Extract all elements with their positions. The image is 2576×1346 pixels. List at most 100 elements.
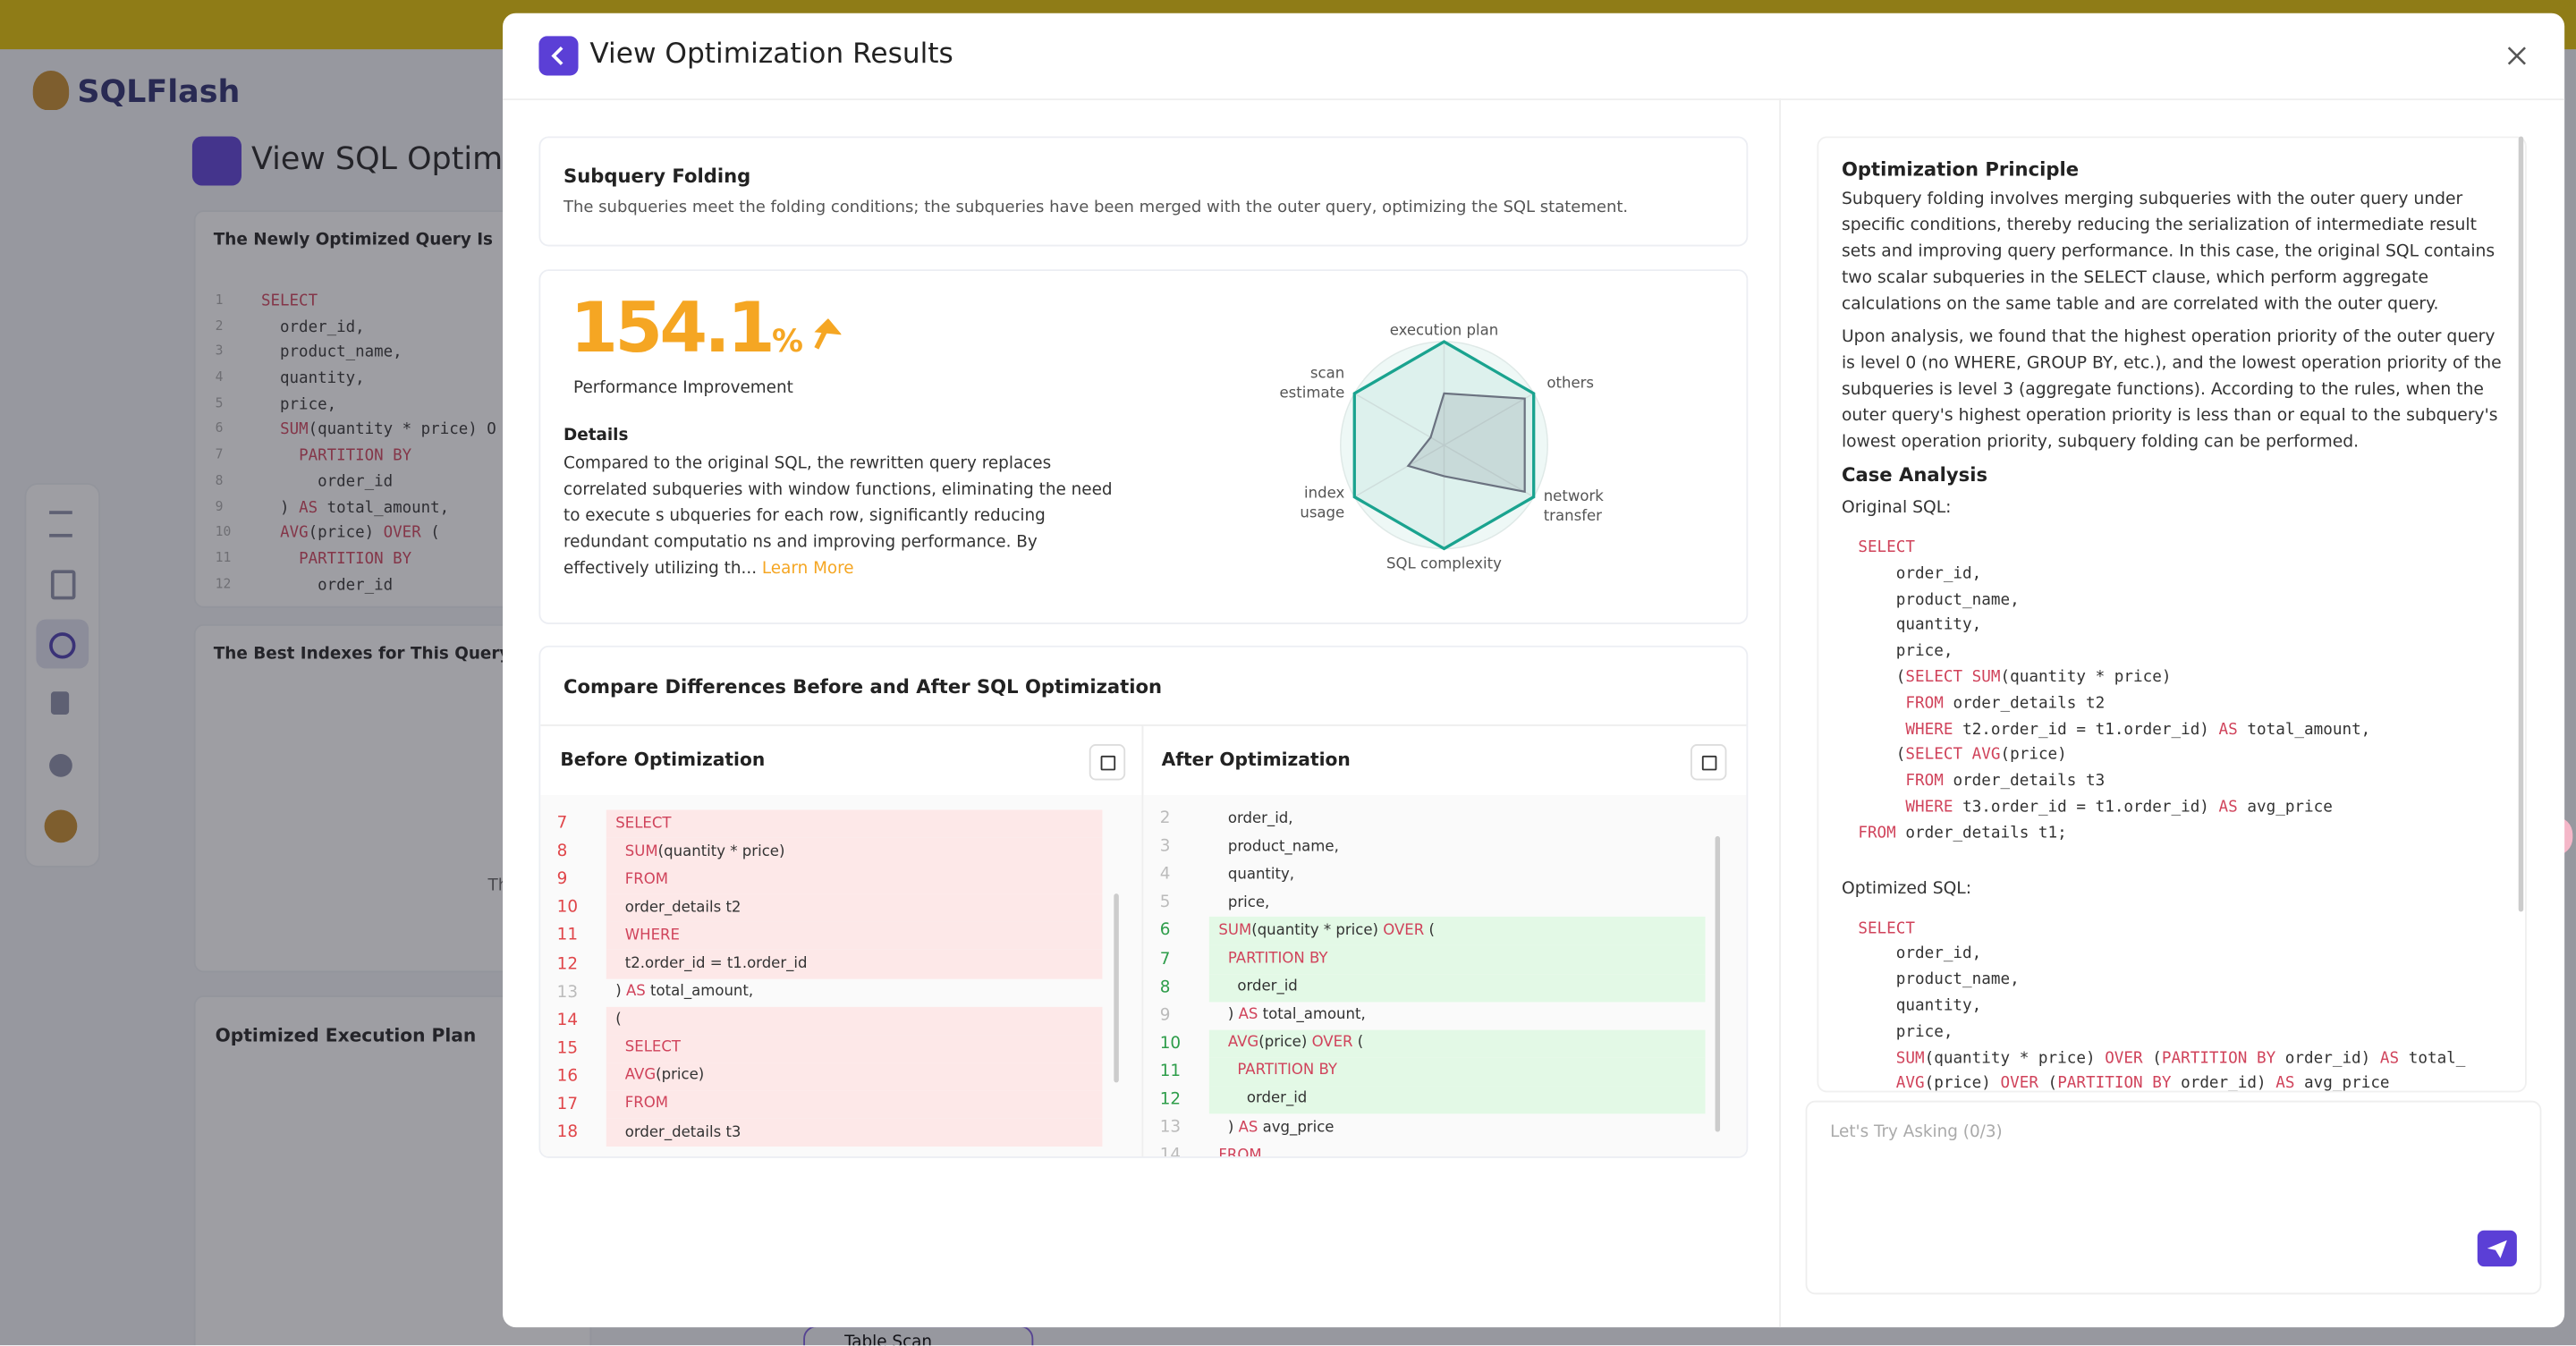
code-text: quantity, [1858,996,1982,1016]
code: SELECT [606,809,1103,838]
code-text: order_id [261,575,394,595]
avatar[interactable] [44,809,78,843]
code: SELECT [261,292,318,318]
label: Optimized SQL: [1841,879,1972,898]
keyword: SELECT [261,292,318,311]
radar-axis [1353,444,1445,498]
sql-line: product_name, [1842,971,2502,997]
code: PARTITION BY [261,447,411,473]
keyword: SELECT [1905,746,1963,765]
code-text: ( [1424,923,1435,940]
line-number: 7 [1159,950,1171,969]
icon[interactable] [50,691,70,715]
code-text: order_id) [2171,1074,2276,1093]
details: Compared to the original SQL, the rewrit… [564,452,1125,583]
code: price, [1209,889,1706,917]
diff-line: 18 order_details t3 [540,1118,1103,1147]
sidebar [24,482,101,868]
case-title: Case Analysis [1841,462,1988,487]
keyword: AS [2379,1048,2400,1068]
rule-title: Subquery Folding [563,164,751,188]
code-line: 8 order_id [216,473,496,499]
line-number: 7 [556,815,568,834]
sql-line: WHERE t2.order_id = t1.order_id) AS tota… [1842,721,2502,747]
code-text: (price) [2000,746,2067,765]
code-text [1209,1036,1228,1052]
sql-line: (SELECT AVG(price) [1842,747,2502,773]
copy-button[interactable] [1690,744,1727,781]
code-text [606,1096,625,1113]
keyword: FROM [624,871,669,889]
ask-box[interactable]: Let's Try Asking (0/3) [1805,1100,2542,1295]
code-line: 9 ) AS total_amount, [216,498,496,524]
learn-more[interactable]: Learn More [761,560,854,579]
line-number: 10 [215,524,232,539]
send-icon [2487,1240,2507,1258]
principle-card: Optimization Principle Subquery folding … [1817,136,2527,1093]
icon[interactable] [49,632,76,659]
code: product_name, [261,344,402,370]
code-text: price, [261,395,337,414]
keyword: WHERE [1905,798,1953,817]
code: order_id [261,576,393,602]
line-number: 12 [215,575,232,591]
code: quantity, [261,369,365,395]
line-number: 11 [215,550,232,565]
code-text: order_id, [1858,944,1982,963]
radar-label: scan estimate [1279,365,1345,402]
keyword: AS [2218,798,2238,817]
diff-line: 10 order_details t2 [540,893,1103,923]
sql-line: AVG(price) OVER (PARTITION BY order_id) … [1842,1074,2502,1093]
code-line: 5 price, [216,395,496,421]
keyword: OVER [1311,1035,1353,1053]
line-number: 7 [215,446,224,462]
details-title: Details [563,427,629,445]
close-button[interactable] [2507,46,2527,65]
send-button[interactable] [2477,1230,2517,1267]
line-number: 12 [1159,1090,1182,1109]
panel-title: After Optimization [1161,749,1351,771]
keyword: WHERE [1905,720,1953,739]
diff-line: 13 ) AS total_amount, [540,978,1102,1006]
keyword: AVG [1227,1035,1259,1053]
back-button[interactable] [538,36,579,76]
scrollbar[interactable] [2518,136,2524,912]
code: order_id, [261,318,365,344]
icon[interactable] [50,570,76,600]
copy-button[interactable] [1089,744,1126,781]
diff-line: 5 price, [1143,889,1705,917]
code-text: order_id [1208,1091,1308,1108]
code-text: ( [420,524,440,543]
copy-icon [1100,755,1116,771]
before-code: 7 SELECT 8 SUM (quantity * price) 9 FROM 10 … [540,809,1103,1147]
line-number: 2 [1159,809,1171,828]
card-title: The Best Indexes for This Query Are [213,645,548,665]
icon[interactable] [49,511,72,538]
line-number: 9 [215,498,224,513]
back-button[interactable] [191,136,242,186]
sql-line: (SELECT SUM(quantity * price) [1842,669,2502,695]
brand: SQLFlash [77,73,241,111]
code-text: product_name, [1858,590,2020,609]
radar-label: index usage [1300,485,1345,522]
code: AVG(price) OVER ( [261,524,440,550]
keyword: OVER [1383,923,1425,940]
sql-line: FROM order_details t1; [1842,825,2502,851]
sql-line: FROM order_details t3 [1842,773,2502,799]
principle-content: Optimization Principle Subquery folding … [1818,138,2525,1093]
code-line: 4 quantity, [216,369,496,395]
brand-logo [32,70,70,111]
code-text: order_id) [2275,1048,2380,1068]
code: ) AS total_amount, [606,978,1103,1006]
code: order_details t3 [606,1118,1103,1147]
icon[interactable] [49,754,72,777]
keyword: WHERE [624,927,680,944]
scrollbar[interactable] [1715,835,1721,1132]
code-text: order_id, [1208,810,1293,827]
paragraph: Subquery folding involves merging subque… [1841,190,2496,314]
scrollbar[interactable] [1114,893,1119,1083]
keyword: FROM [624,1096,669,1113]
code: ) AS total_amount, [1209,1002,1706,1029]
code-text: ( [1352,1035,1364,1053]
card-title: The Newly Optimized Query Is [213,231,494,250]
